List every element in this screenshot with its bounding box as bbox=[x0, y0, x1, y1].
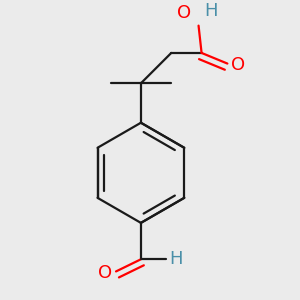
Text: H: H bbox=[169, 250, 183, 268]
Text: O: O bbox=[98, 264, 112, 282]
Text: O: O bbox=[231, 56, 245, 74]
Text: H: H bbox=[205, 2, 218, 20]
Text: O: O bbox=[177, 4, 191, 22]
